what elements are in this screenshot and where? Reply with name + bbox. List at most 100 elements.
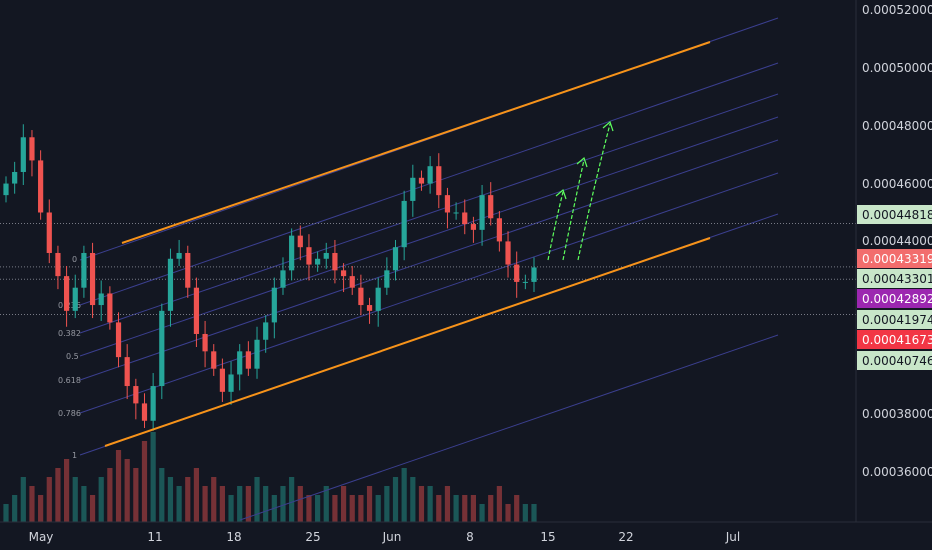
- candle-body: [289, 235, 295, 271]
- candle-body: [410, 177, 416, 201]
- volume-bar: [280, 486, 286, 522]
- candle-body: [55, 252, 61, 277]
- price-tag-label: 0.00040746: [862, 354, 932, 368]
- y-tick-label: 0.00050000: [862, 61, 932, 75]
- volume-bar: [159, 468, 165, 522]
- y-tick-label: 0.00046000: [862, 177, 932, 191]
- fib-line: [79, 62, 779, 306]
- price-tag-label: 0.00041673: [862, 333, 932, 347]
- candle-body: [496, 218, 502, 242]
- candle-body: [462, 212, 468, 225]
- candle-body: [202, 333, 208, 352]
- volume-bar: [245, 486, 251, 522]
- candle-body: [453, 212, 459, 214]
- candle-body: [280, 270, 286, 288]
- x-tick-label: 18: [226, 530, 241, 544]
- candle-body: [167, 258, 174, 311]
- volume-bar: [254, 477, 260, 522]
- projection-arrows[interactable]: [547, 120, 614, 261]
- volume-bar: [332, 495, 338, 522]
- price-tag-label: 0.00043301: [862, 272, 932, 286]
- candle-body: [349, 276, 355, 288]
- candle-body: [159, 310, 165, 387]
- candle-body: [332, 252, 338, 271]
- candle-body: [81, 252, 87, 288]
- candle-body: [444, 195, 451, 213]
- fib-level-labels: 0 0.236 0.382 0.5 0.618 0.786 1: [58, 255, 81, 460]
- candle-body: [522, 281, 528, 283]
- volume-bar: [115, 450, 122, 522]
- volume-bar: [12, 495, 18, 522]
- volume-bar: [410, 477, 416, 522]
- candle-body: [29, 137, 35, 161]
- volume-bar: [89, 495, 96, 522]
- candle-body: [124, 357, 130, 387]
- volume-bar: [514, 495, 520, 522]
- candle-body: [514, 264, 520, 282]
- candle-body: [340, 270, 347, 277]
- channel-upper-line[interactable]: [121, 41, 711, 244]
- volume-bar: [315, 495, 321, 522]
- volume-bar: [63, 459, 70, 522]
- volume-bar: [107, 468, 113, 522]
- volume-bar: [479, 504, 485, 522]
- projection-arrow[interactable]: [562, 159, 585, 261]
- candle-body: [254, 339, 260, 369]
- volume-bar: [340, 486, 347, 522]
- candle-body: [427, 166, 433, 184]
- fib-label: 0.382: [58, 329, 81, 338]
- volume-bar: [349, 495, 355, 522]
- volume-bar: [496, 486, 502, 522]
- candle-body: [245, 351, 251, 369]
- volume-bar: [289, 477, 295, 522]
- candle-body: [211, 351, 217, 369]
- price-axis[interactable]: 0.00052000 0.00050000 0.00048000 0.00046…: [855, 0, 932, 522]
- volume-bar: [306, 495, 312, 522]
- channel-lower-line[interactable]: [104, 237, 711, 447]
- price-tag-label: 0.00041974: [862, 313, 932, 327]
- x-tick-label: 15: [540, 530, 555, 544]
- fib-line: [79, 172, 779, 414]
- candle-body: [12, 171, 18, 184]
- volume-bar: [375, 495, 381, 522]
- volume-bar: [141, 441, 148, 522]
- volume-bar: [202, 486, 208, 522]
- price-tag-label: 0.00042892: [862, 292, 932, 306]
- candle-body: [531, 267, 537, 282]
- projection-arrow[interactable]: [577, 123, 611, 261]
- volume-bar: [427, 486, 433, 522]
- volume-bar: [176, 486, 182, 522]
- volume-bar: [522, 504, 528, 522]
- x-tick-label: 25: [305, 530, 320, 544]
- volume-bar: [358, 495, 364, 522]
- price-channel[interactable]: [104, 41, 711, 447]
- x-tick-label: May: [29, 530, 54, 544]
- volume-bar: [72, 477, 78, 522]
- candle-body: [38, 160, 44, 213]
- volume-bar: [384, 486, 390, 522]
- price-tag-label: 0.00043319: [862, 252, 932, 266]
- candle-body: [107, 293, 113, 323]
- volume-bar: [418, 486, 425, 522]
- x-tick-label: 8: [466, 530, 474, 544]
- candle-body: [20, 137, 26, 172]
- volume-bar: [401, 468, 407, 522]
- y-tick-label: 0.00044000: [862, 234, 932, 248]
- price-tag: [857, 205, 932, 224]
- y-tick-label: 0.00048000: [862, 119, 932, 133]
- projection-arrow[interactable]: [547, 191, 564, 261]
- candle-body: [63, 276, 70, 311]
- volume-bar: [38, 495, 44, 522]
- candle-body: [297, 235, 303, 248]
- time-axis[interactable]: May 11 18 25 Jun 8 15 22 Jul: [0, 521, 932, 544]
- y-tick-label: 0.00052000: [862, 3, 932, 17]
- candle-body: [401, 200, 407, 248]
- fib-label: 0.618: [58, 376, 81, 385]
- arrow-head: [602, 120, 614, 132]
- volume-bar: [185, 477, 191, 522]
- x-tick-label: Jun: [382, 530, 402, 544]
- candle-body: [176, 252, 182, 259]
- candle-body: [72, 287, 78, 311]
